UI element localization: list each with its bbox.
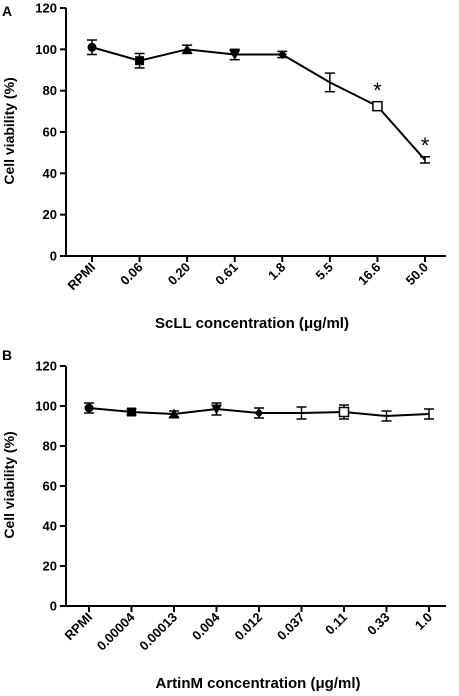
panel-b: B Cell viability (%) ArtinM concentratio…	[1, 347, 446, 692]
panel-b-y-tick-label: 80	[43, 439, 57, 454]
panel-a-data-point	[372, 100, 383, 112]
panel-b-x-tick-label: 1.0	[412, 610, 435, 633]
panel-b-x-tick-label: 0.33	[364, 610, 393, 639]
panel-b-x-tick-label: 0.012	[232, 610, 266, 644]
panel-b-data-point	[168, 408, 180, 419]
panel-b-x-tick-label: 0.00004	[94, 609, 138, 653]
panel-b-data-point	[84, 403, 94, 413]
panel-b-label: B	[2, 347, 12, 363]
panel-a-x-tick-label: 0.06	[117, 260, 146, 289]
panel-b-x-tick-label: 0.037	[274, 610, 308, 644]
panel-b-y-tick-label: 20	[43, 559, 57, 574]
panel-a-y-tick-label: 60	[43, 125, 57, 140]
panel-a-x-tick-label: 1.8	[265, 260, 288, 283]
panel-a: A Cell viability (%) ScLL concentration …	[1, 1, 446, 332]
panel-b-x-tick-label: 0.00013	[136, 610, 180, 654]
panel-b-data-point	[338, 406, 350, 418]
panel-a-data-point	[277, 50, 287, 59]
panel-b-y-axis-title: Cell viability (%)	[1, 431, 17, 538]
panel-a-y-tick-label: 120	[35, 1, 57, 16]
panel-b-x-axis-title: ArtinM concentration (μg/ml)	[155, 675, 360, 692]
panel-b-data-point	[254, 408, 264, 418]
panel-b-y-tick-label: 40	[43, 519, 57, 534]
panel-a-x-tick-label: 50.0	[403, 260, 432, 289]
panel-b-x-tick-label: 0.004	[189, 609, 223, 643]
panel-a-y-axis-title: Cell viability (%)	[1, 77, 17, 184]
panel-a-significance-asterisk: *	[373, 78, 382, 103]
panel-b-data-point	[127, 407, 136, 417]
panel-b-y-tick-label: 60	[43, 479, 57, 494]
panel-a-y-tick-label: 40	[43, 166, 57, 181]
panel-a-x-tick-label: 0.61	[212, 260, 241, 289]
panel-a-x-tick-label: 5.5	[313, 260, 336, 283]
panel-b-y-tick-label: 120	[35, 359, 57, 374]
panel-a-y-tick-label: 20	[43, 207, 57, 222]
panel-a-data-point	[87, 42, 97, 52]
panel-a-y-tick-label: 100	[35, 42, 57, 57]
panel-a-y-tick-label: 80	[43, 83, 57, 98]
panel-b-y-tick-label: 0	[50, 599, 57, 614]
panel-a-data-point	[135, 56, 145, 66]
panel-a-x-tick-label: 16.6	[355, 260, 384, 289]
panel-a-y-tick-label: 0	[50, 249, 57, 264]
panel-a-plot-area: 0 20 40 60 80 100 120 RPMI 0.06 0.20 0.61 1.8 5.5 16.…	[35, 1, 446, 294]
panel-b-x-tick-label: RPMI	[62, 610, 96, 644]
panel-b-y-tick-label: 100	[35, 399, 57, 414]
panel-b-data-point	[211, 404, 222, 415]
panel-b-x-tick-label: 0.11	[322, 610, 350, 638]
panel-a-label: A	[2, 3, 12, 19]
panel-a-x-axis-title: ScLL concentration (μg/ml)	[155, 315, 349, 332]
panel-a-data-point	[229, 50, 241, 60]
panel-a-data-point	[181, 43, 193, 54]
panel-a-series-line	[91, 46, 426, 161]
panel-a-x-tick-label: 0.20	[165, 260, 194, 289]
panel-a-significance-asterisk: *	[421, 133, 430, 158]
panel-a-x-tick-label: RPMI	[65, 260, 99, 294]
